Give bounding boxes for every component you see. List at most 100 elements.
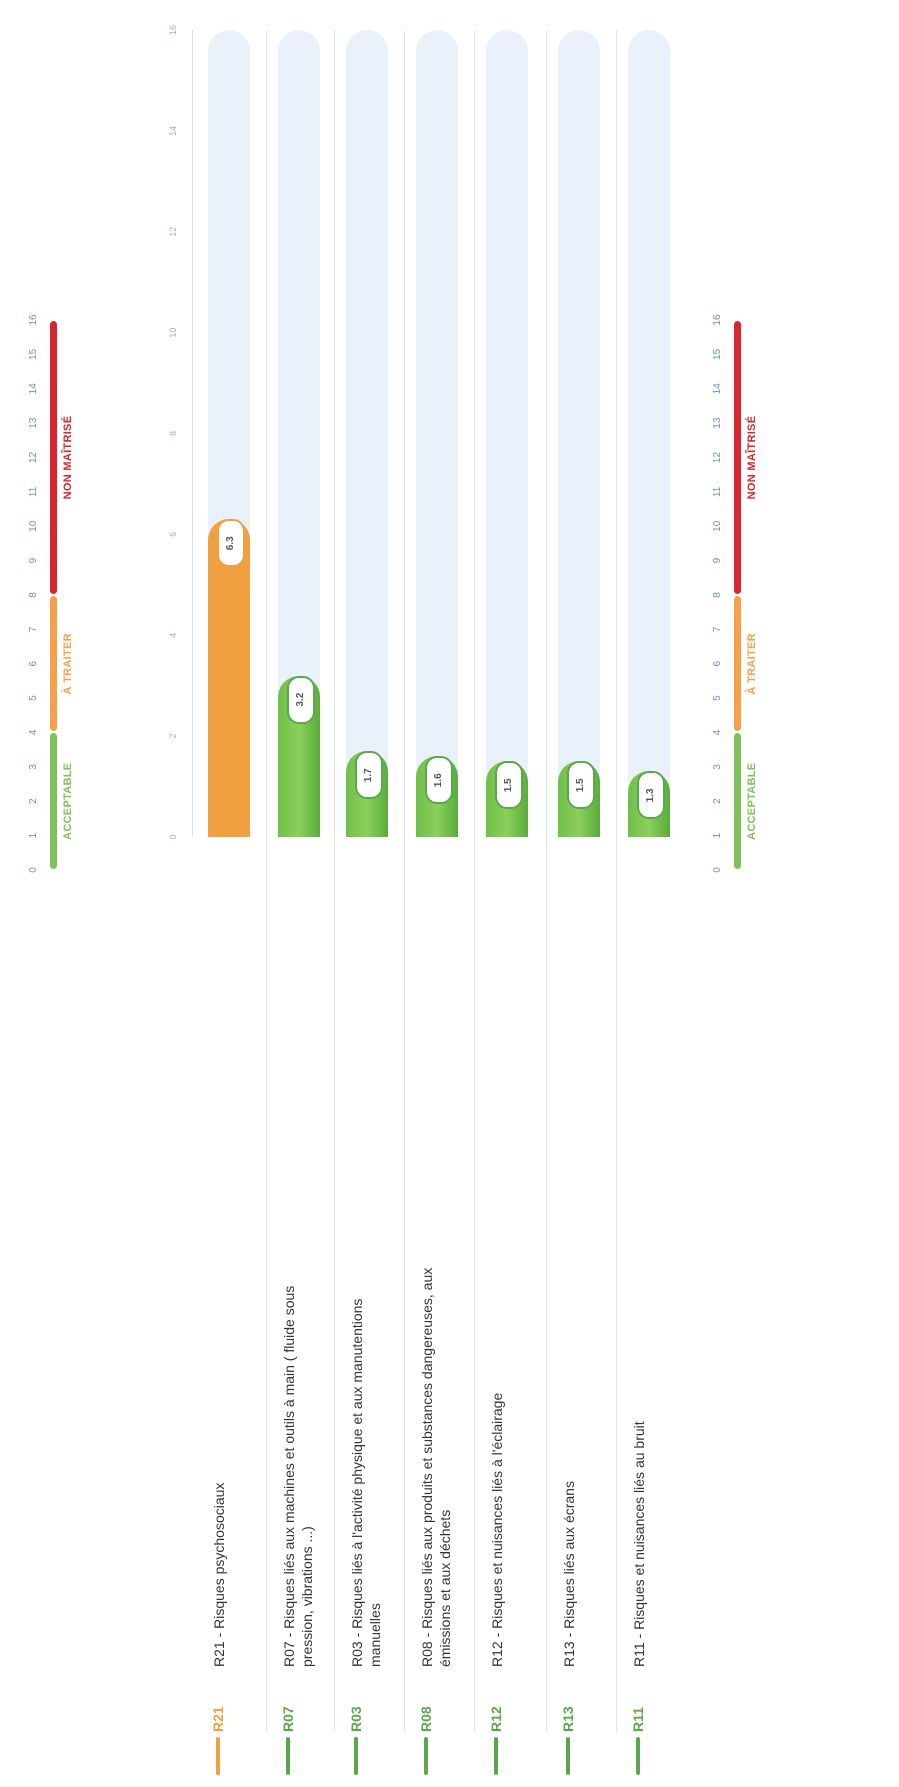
legend-tick: 12 [712, 451, 723, 464]
legend-tick: 9 [712, 557, 723, 564]
legend-segment-label: ACCEPTABLE [746, 762, 758, 840]
legend-tick: 3 [712, 764, 723, 770]
legend-tick: 16 [712, 314, 723, 326]
legend-segment-1 [734, 596, 741, 732]
legend-segment-0 [734, 733, 741, 869]
legend-tick: 4 [28, 729, 39, 736]
axis-tick: 12 [168, 226, 178, 237]
legend-segment-label: NON MAÎTRISÉ [746, 415, 758, 500]
row-status-marker [494, 1737, 498, 1775]
legend-tick: 15 [28, 348, 39, 360]
legend-tick: 2 [712, 798, 723, 805]
axis-tick: 14 [168, 125, 178, 136]
legend-tick: 14 [712, 383, 723, 395]
scale-legend-bottom: 0 1 2 3 4 5 6 7 8 9 10 11 12 13 14 15 16 ACCEPTABLE À TRAI… [712, 314, 772, 872]
row-code: R13 [560, 1706, 576, 1732]
legend-tick: 1 [712, 832, 723, 839]
bar-track [416, 30, 458, 837]
row-separator [334, 30, 335, 1732]
legend-tick: 9 [28, 557, 39, 564]
row-status-marker [354, 1737, 358, 1775]
row-code: R11 [630, 1707, 646, 1732]
scale-legend-top: 0 1 2 3 4 5 6 7 8 9 10 11 12 13 14 15 16 ACCEPTABLE À TRAI… [28, 314, 88, 872]
axis-tick: 6 [168, 531, 178, 537]
legend-tick: 13 [712, 417, 723, 429]
row-label: R07 - Risques liés aux machines et outil… [281, 1285, 315, 1667]
legend-tick: 8 [28, 592, 39, 598]
legend-segment-2 [734, 321, 741, 594]
row-code: R21 [210, 1706, 226, 1732]
axis-tick: 10 [168, 327, 178, 338]
row-code: R07 [280, 1706, 296, 1732]
axis-tick: 2 [168, 733, 178, 739]
axis-tick: 16 [168, 24, 178, 36]
row-status-marker [566, 1737, 570, 1775]
legend-segment-label: NON MAÎTRISÉ [62, 415, 74, 500]
axis-line [192, 30, 193, 837]
legend-segment-label: À TRAITER [62, 633, 74, 695]
bar-track [628, 30, 670, 837]
row-label: R12 - Risques et nuisances liés à l'écla… [489, 1392, 505, 1667]
legend-tick: 11 [28, 486, 39, 498]
row-code: R03 [348, 1706, 364, 1732]
legend-tick: 5 [28, 695, 39, 701]
row-separator [546, 30, 547, 1732]
row-separator [616, 30, 617, 1732]
bar-track [486, 30, 528, 837]
value-badge: 6.3 [217, 519, 245, 568]
axis-tick: 4 [168, 632, 178, 638]
row-status-marker [636, 1737, 640, 1775]
legend-tick: 2 [28, 798, 39, 805]
legend-segment-2 [50, 321, 57, 594]
row-label: R11 - Risques et nuisances liés au bruit [631, 1421, 647, 1667]
row-separator [266, 30, 267, 1732]
row-status-marker [286, 1737, 290, 1775]
legend-tick: 12 [28, 451, 39, 464]
row-label: R21 - Risques psychosociaux [211, 1482, 227, 1667]
row-separator [474, 30, 475, 1732]
value-badge: 1.7 [355, 751, 383, 800]
row-label: R08 - Risques liés aux produits et subst… [419, 1267, 453, 1667]
legend-tick: 3 [28, 764, 39, 770]
bar-track [558, 30, 600, 837]
legend-tick: 10 [28, 520, 39, 532]
value-badge: 3.2 [287, 675, 315, 724]
legend-tick: 0 [28, 867, 39, 873]
value-badge: 1.5 [567, 761, 595, 810]
legend-tick: 4 [712, 729, 723, 736]
legend-tick: 0 [712, 867, 723, 873]
legend-tick-row: 0 1 2 3 4 5 6 7 8 9 10 11 12 13 14 15 16 [28, 314, 44, 872]
row-label: R03 - Risques liés à l'activité physique… [349, 1298, 383, 1667]
row-status-marker [216, 1737, 220, 1775]
legend-tick: 6 [28, 660, 39, 667]
legend-segment-1 [50, 596, 57, 732]
legend-tick: 5 [712, 695, 723, 701]
axis-tick: 0 [168, 834, 178, 840]
row-label: R13 - Risques liés aux écrans [561, 1481, 577, 1667]
row-code: R12 [488, 1706, 504, 1732]
value-badge: 1.6 [425, 756, 453, 805]
legend-tick: 16 [28, 314, 39, 326]
legend-segment-label: ACCEPTABLE [62, 762, 74, 840]
legend-tick: 11 [712, 486, 723, 498]
legend-tick-row: 0 1 2 3 4 5 6 7 8 9 10 11 12 13 14 15 16 [712, 314, 728, 872]
legend-tick: 14 [28, 383, 39, 395]
row-separator [404, 30, 405, 1732]
legend-segment-0 [50, 733, 57, 869]
legend-tick: 10 [712, 520, 723, 532]
legend-tick: 8 [712, 592, 723, 598]
bar-track [346, 30, 388, 837]
legend-tick: 13 [28, 417, 39, 429]
legend-segment-label: À TRAITER [746, 633, 758, 695]
legend-tick: 6 [712, 660, 723, 667]
value-badge: 1.3 [637, 771, 665, 820]
legend-tick: 7 [28, 626, 39, 633]
legend-tick: 1 [28, 832, 39, 839]
legend-tick: 15 [712, 348, 723, 360]
row-code: R08 [418, 1706, 434, 1732]
value-badge: 1.5 [495, 761, 523, 810]
axis-tick: 8 [168, 430, 178, 437]
legend-tick: 7 [712, 626, 723, 633]
row-status-marker [424, 1737, 428, 1775]
